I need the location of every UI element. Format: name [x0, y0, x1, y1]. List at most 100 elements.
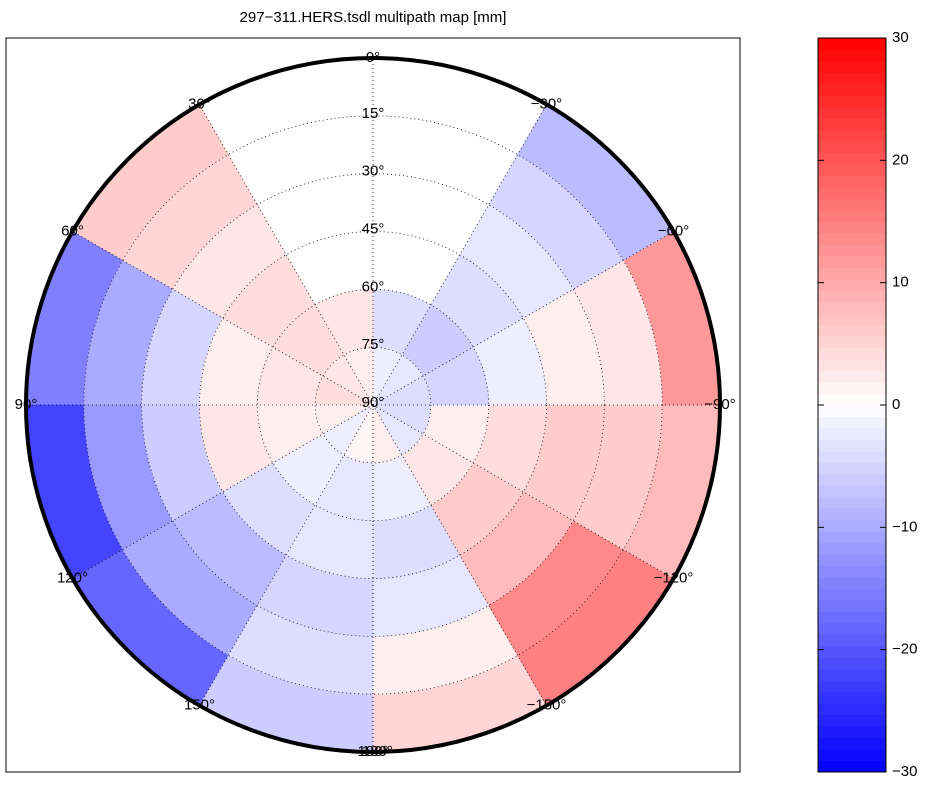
colorbar-cell	[818, 531, 886, 544]
colorbar-cell	[818, 60, 886, 73]
colorbar-cell	[818, 129, 886, 142]
colorbar-cell	[818, 336, 886, 349]
colorbar-cell	[818, 427, 886, 440]
outer-circle	[24, 56, 722, 754]
colorbar-cell	[818, 760, 886, 773]
colorbar-cell	[818, 382, 886, 395]
elevation-tick-label: 30°	[362, 163, 385, 180]
colorbar-tick-label: 20	[892, 151, 909, 168]
colorbar-cell	[818, 198, 886, 211]
azimuth-tick-label: −180°	[353, 743, 393, 760]
colorbar-cell	[818, 175, 886, 188]
grid	[26, 58, 720, 752]
colorbar-cell	[818, 611, 886, 624]
colorbar-cell	[818, 439, 886, 452]
colorbar-cell	[818, 232, 886, 245]
colorbar-cell	[818, 164, 886, 177]
elevation-tick-label: 60°	[362, 278, 385, 295]
colorbar-cell	[818, 462, 886, 475]
colorbar-cell	[818, 95, 886, 108]
colorbar-cell	[818, 749, 886, 762]
grid-ring	[314, 346, 432, 464]
colorbar-cell	[818, 680, 886, 693]
colorbar-cell	[818, 38, 886, 50]
colorbar-cell	[818, 634, 886, 647]
colorbar-cell	[818, 359, 886, 372]
colorbar-cell	[818, 668, 886, 681]
azimuth-tick-label: −30°	[531, 95, 562, 112]
azimuth-tick-label: −120°	[654, 569, 694, 586]
azimuth-tick-label: 0°	[366, 49, 380, 66]
colorbar-cell	[818, 106, 886, 119]
colorbar-cell	[818, 83, 886, 96]
colorbar-cell	[818, 290, 886, 303]
colorbar-cell	[818, 49, 886, 62]
colorbar-cell	[818, 187, 886, 200]
colorbar-tick-label: −20	[892, 641, 917, 658]
colorbar-cell	[818, 278, 886, 291]
colorbar-cell	[818, 703, 886, 716]
colorbar-cell	[818, 622, 886, 635]
azimuth-tick-label: −60°	[658, 222, 689, 239]
elevation-tick-label: 45°	[362, 220, 385, 237]
grid-ring	[83, 115, 663, 695]
colorbar-cell	[818, 565, 886, 578]
azimuth-tick-label: 60°	[61, 222, 84, 239]
colorbar-cell	[818, 370, 886, 383]
colorbar-cell	[818, 210, 886, 222]
colorbar-cell	[818, 141, 886, 154]
colorbar-tick-label: 10	[892, 274, 909, 291]
colorbar-cell	[818, 393, 886, 406]
grid-ring	[256, 288, 490, 522]
colorbar-cell	[818, 405, 886, 417]
colorbar-cell	[818, 152, 886, 165]
colorbar-cell	[818, 645, 886, 658]
colorbar-cell	[818, 588, 886, 601]
colorbar-cell	[818, 267, 886, 280]
colorbar-cell	[818, 519, 886, 532]
azimuth-tick-label: 30°	[188, 95, 211, 112]
colorbar-cell	[818, 599, 886, 612]
azimuth-tick-label: 120°	[57, 569, 88, 586]
azimuth-tick-label: 90°	[15, 396, 38, 413]
colorbar-cell	[818, 508, 886, 521]
azimuth-tick-label: 150°	[184, 696, 215, 713]
colorbar-cell	[818, 324, 886, 337]
grid-ring	[199, 231, 547, 579]
chart-title: 297−311.HERS.tsdl multipath map [mm]	[240, 9, 507, 26]
colorbar-cell	[818, 347, 886, 360]
colorbar-cell	[818, 118, 886, 131]
colorbar-cell	[818, 691, 886, 704]
colorbar-cell	[818, 313, 886, 326]
elevation-tick-label: 15°	[362, 105, 385, 122]
colorbar-cell	[818, 244, 886, 257]
colorbar-cell	[818, 726, 886, 739]
azimuth-tick-label: −90°	[704, 396, 735, 413]
colorbar-cell	[818, 657, 886, 670]
grid-ring	[141, 173, 605, 637]
elevation-tick-label: 75°	[362, 336, 385, 353]
colorbar-cell	[818, 485, 886, 498]
colorbar-cell	[818, 542, 886, 555]
colorbar-tick-label: −30	[892, 763, 917, 780]
colorbar-cell	[818, 577, 886, 589]
colorbar-cell	[818, 301, 886, 314]
colorbar-cell	[818, 714, 886, 727]
colorbar-tick-label: 0	[892, 396, 900, 413]
colorbar-cell	[818, 473, 886, 486]
colorbar-cell	[818, 255, 886, 268]
colorbar-cell	[818, 72, 886, 85]
elevation-tick-label: 90°	[362, 394, 385, 411]
colorbar-cell	[818, 450, 886, 463]
cells	[25, 104, 721, 753]
colorbar-tick-label: −10	[892, 518, 917, 535]
colorbar-cell	[818, 554, 886, 567]
azimuth-tick-label: 180°	[357, 743, 388, 760]
colorbar-tick-label: 30	[892, 29, 909, 46]
colorbar-cell	[818, 416, 886, 429]
colorbar-cell	[818, 496, 886, 509]
colorbar-cell	[818, 221, 886, 234]
colorbar-cell	[818, 737, 886, 750]
azimuth-tick-label: −150°	[527, 696, 567, 713]
